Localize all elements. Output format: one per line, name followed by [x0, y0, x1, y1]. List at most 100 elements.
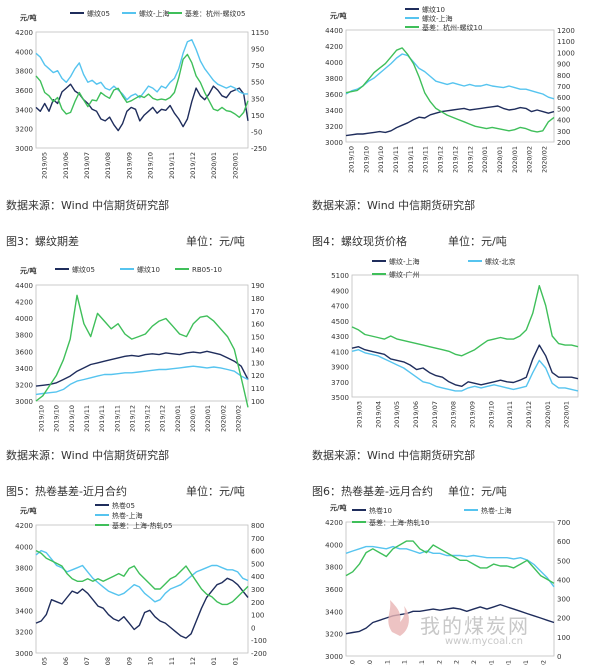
y-right-tick-label: 300 — [557, 596, 570, 604]
x-tick-label: 2019/12 — [128, 405, 136, 432]
unit-label: 单位：元/吨 — [186, 235, 245, 248]
y-tick-label: 3600 — [15, 87, 33, 95]
x-tick-label: 2019/10 — [362, 146, 370, 173]
y-right-tick-label: 130 — [251, 359, 264, 367]
x-tick-label: 2020/01 — [210, 152, 218, 179]
x-tick-label: 2019/05 — [41, 152, 49, 179]
data-source-note: 数据来源：Wind 中信期货研究部 — [312, 449, 476, 462]
y-tick-label: 3400 — [325, 608, 343, 616]
series-line-3 — [35, 53, 249, 119]
x-tick-label: 2019/12 — [189, 152, 197, 179]
watermark-url: www.mycoal.cn — [445, 636, 523, 647]
y-right-tick-label: -100 — [251, 637, 267, 645]
series-line-2 — [345, 53, 555, 100]
x-tick-label: 2019/07 — [431, 401, 439, 428]
y-tick-label: 3400 — [15, 607, 33, 615]
y-tick-label: 4000 — [15, 315, 33, 323]
y-right-tick-label: 100 — [557, 634, 570, 642]
legend-label: 螺纹-上海 — [389, 257, 420, 266]
x-tick-label: 2020/01 — [505, 660, 513, 665]
y-tick-label: 3700 — [331, 379, 349, 387]
plot-frame — [351, 274, 579, 398]
y-right-tick-label: 200 — [557, 139, 570, 147]
y-right-tick-label: 950 — [251, 46, 264, 54]
y-right-tick-label: 1100 — [557, 38, 575, 46]
x-tick-label: 2019/06 — [62, 152, 70, 179]
y-tick-label: 3200 — [15, 381, 33, 389]
y-right-tick-label: 600 — [557, 94, 570, 102]
y-right-tick-label: 400 — [251, 573, 264, 581]
figure-caption: 图3：螺纹期差 — [6, 235, 79, 248]
x-tick-label: 2019/11 — [401, 660, 409, 665]
x-tick-label: 2019/11 — [506, 401, 514, 428]
y-axis-unit: 元/吨 — [20, 266, 37, 275]
series-line-3 — [351, 285, 579, 357]
x-tick-label: 2019/06 — [412, 401, 420, 428]
y-tick-label: 3600 — [15, 348, 33, 356]
x-tick-label: 2019/11 — [383, 660, 391, 665]
legend-label: 螺纹-广州 — [389, 270, 420, 279]
y-tick-label: 3800 — [15, 68, 33, 76]
legend-label: 螺纹05 — [72, 265, 95, 274]
series-line-1 — [345, 105, 555, 137]
y-right-tick-label: 100 — [251, 398, 264, 406]
series-line-1 — [35, 350, 249, 387]
x-tick-label: 2020/01 — [231, 152, 239, 179]
y-right-tick-label: 0 — [557, 653, 561, 661]
x-tick-label: 2019/12 — [470, 660, 478, 665]
series-line-2 — [345, 545, 555, 588]
y-tick-label: 4200 — [15, 522, 33, 530]
y-right-tick-label: 400 — [557, 117, 570, 125]
y-tick-label: 3600 — [325, 91, 343, 99]
y-tick-label: 3200 — [325, 631, 343, 639]
x-tick-label: 2019/04 — [374, 401, 382, 428]
y-tick-label: 3500 — [331, 394, 349, 402]
y-tick-label: 4400 — [325, 27, 343, 35]
x-tick-label: 2020/02 — [219, 405, 227, 432]
y-right-tick-label: 600 — [557, 538, 570, 546]
y-right-tick-label: 200 — [251, 599, 264, 607]
y-right-tick-label: 350 — [251, 95, 264, 103]
y-right-tick-label: -50 — [251, 128, 262, 136]
y-right-tick-label: 100 — [251, 612, 264, 620]
y-axis-unit: 元/吨 — [330, 503, 347, 512]
y-right-tick-label: 500 — [557, 105, 570, 113]
x-tick-label: 2020/02 — [539, 660, 547, 665]
x-tick-label: 2019/10 — [68, 405, 76, 432]
y-right-tick-label: 600 — [251, 548, 264, 556]
data-source-note: 数据来源：Wind 中信期货研究部 — [6, 449, 170, 462]
y-tick-label: 4000 — [325, 541, 343, 549]
y-tick-label: 4000 — [15, 543, 33, 551]
y-tick-label: 3600 — [325, 586, 343, 594]
x-tick-label: 2019/07 — [83, 657, 91, 665]
y-right-tick-label: 0 — [251, 624, 255, 632]
legend-label: 热卷-上海 — [481, 506, 512, 515]
x-tick-label: 2019/09 — [125, 657, 133, 665]
x-tick-label: 2019/12 — [453, 660, 461, 665]
x-tick-label: 2019/09 — [125, 152, 133, 179]
series-line-2 — [35, 365, 249, 396]
x-tick-label: 2019/11 — [168, 152, 176, 179]
y-right-tick-label: 120 — [251, 372, 264, 380]
y-right-tick-label: 300 — [251, 586, 264, 594]
y-tick-label: 4200 — [325, 519, 343, 527]
y-right-tick-label: 700 — [557, 83, 570, 91]
x-tick-label: 2019/10 — [53, 405, 61, 432]
series-line-2 — [35, 549, 249, 603]
series-line-1 — [351, 344, 579, 387]
y-tick-label: 3800 — [15, 565, 33, 573]
y-right-tick-label: -250 — [251, 145, 267, 153]
y-tick-label: 4300 — [331, 333, 349, 341]
y-right-tick-label: 1000 — [557, 49, 575, 57]
plot-frame — [35, 31, 249, 149]
x-tick-label: 2019/05 — [393, 401, 401, 428]
plot-frame — [345, 29, 555, 143]
legend-label: 热卷10 — [369, 506, 392, 515]
y-tick-label: 3000 — [15, 398, 33, 406]
y-right-tick-label: 700 — [557, 519, 570, 527]
legend-label: 螺纹10 — [422, 5, 445, 14]
y-right-tick-label: 180 — [251, 295, 264, 303]
y-right-tick-label: 110 — [251, 385, 264, 393]
y-tick-label: 3600 — [15, 586, 33, 594]
